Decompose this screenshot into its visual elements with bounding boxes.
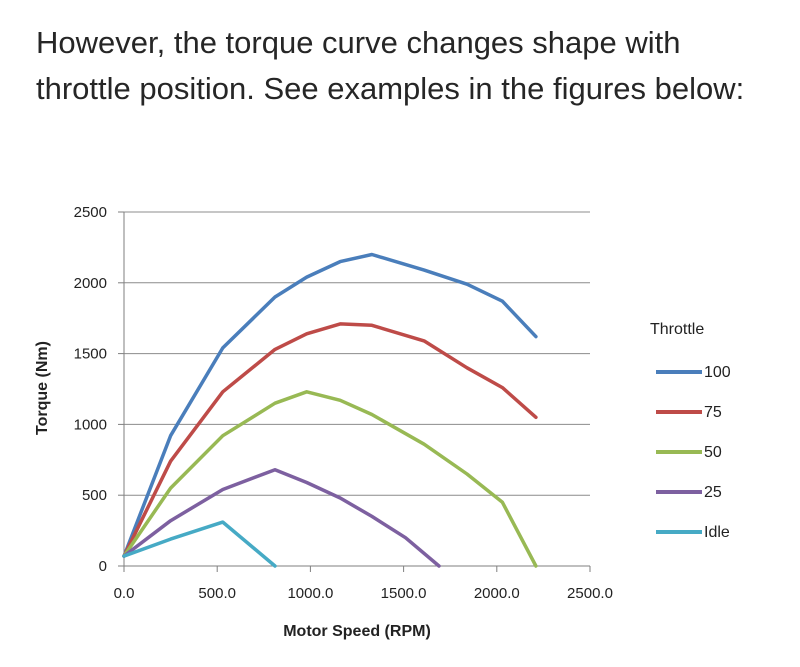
- series-line-75: [122, 322, 538, 558]
- legend-label: 75: [704, 404, 722, 421]
- axes: [118, 211, 591, 572]
- legend-label: 25: [704, 484, 722, 501]
- series-line-25: [122, 467, 441, 568]
- y-tick-label: 0: [99, 558, 107, 575]
- series-lines: [122, 252, 538, 568]
- y-tick-label: 500: [82, 487, 107, 504]
- legend-title: Throttle: [650, 321, 704, 338]
- x-axis-title: Motor Speed (RPM): [283, 623, 431, 640]
- legend-label: 100: [704, 364, 731, 381]
- grid-lines: [124, 211, 590, 496]
- y-tick-label: 2500: [74, 204, 107, 221]
- intro-paragraph: However, the torque curve changes shape …: [36, 25, 745, 106]
- x-tick-label: 2000.0: [474, 585, 520, 602]
- x-tick-label: 1500.0: [381, 585, 427, 602]
- legend: Throttle 100 75 50 25 Idle: [650, 321, 731, 541]
- series-line-idle: [122, 520, 277, 568]
- series-line-100: [122, 252, 538, 558]
- y-tick-label: 1500: [74, 346, 107, 363]
- x-tick-label: 0.0: [114, 585, 135, 602]
- x-tick-label: 1000.0: [287, 585, 333, 602]
- torque-chart-svg: 0 500 1000 1500 2000 2500 0.0 500.0 1000.0 1500.0…: [34, 204, 731, 640]
- torque-chart: 0 500 1000 1500 2000 2500 0.0 500.0 1000.0 1500.0…: [0, 190, 800, 662]
- y-axis-title: Torque (Nm): [34, 341, 51, 435]
- x-tick-label: 500.0: [198, 585, 236, 602]
- y-tick-label: 1000: [74, 416, 107, 433]
- series-line-50: [122, 390, 538, 568]
- x-tick-label: 2500.0: [567, 585, 613, 602]
- legend-label: Idle: [704, 524, 730, 541]
- tick-labels: 0 500 1000 1500 2000 2500 0.0 500.0 1000.0 1500.0…: [74, 204, 613, 602]
- y-tick-label: 2000: [74, 275, 107, 292]
- legend-label: 50: [704, 444, 722, 461]
